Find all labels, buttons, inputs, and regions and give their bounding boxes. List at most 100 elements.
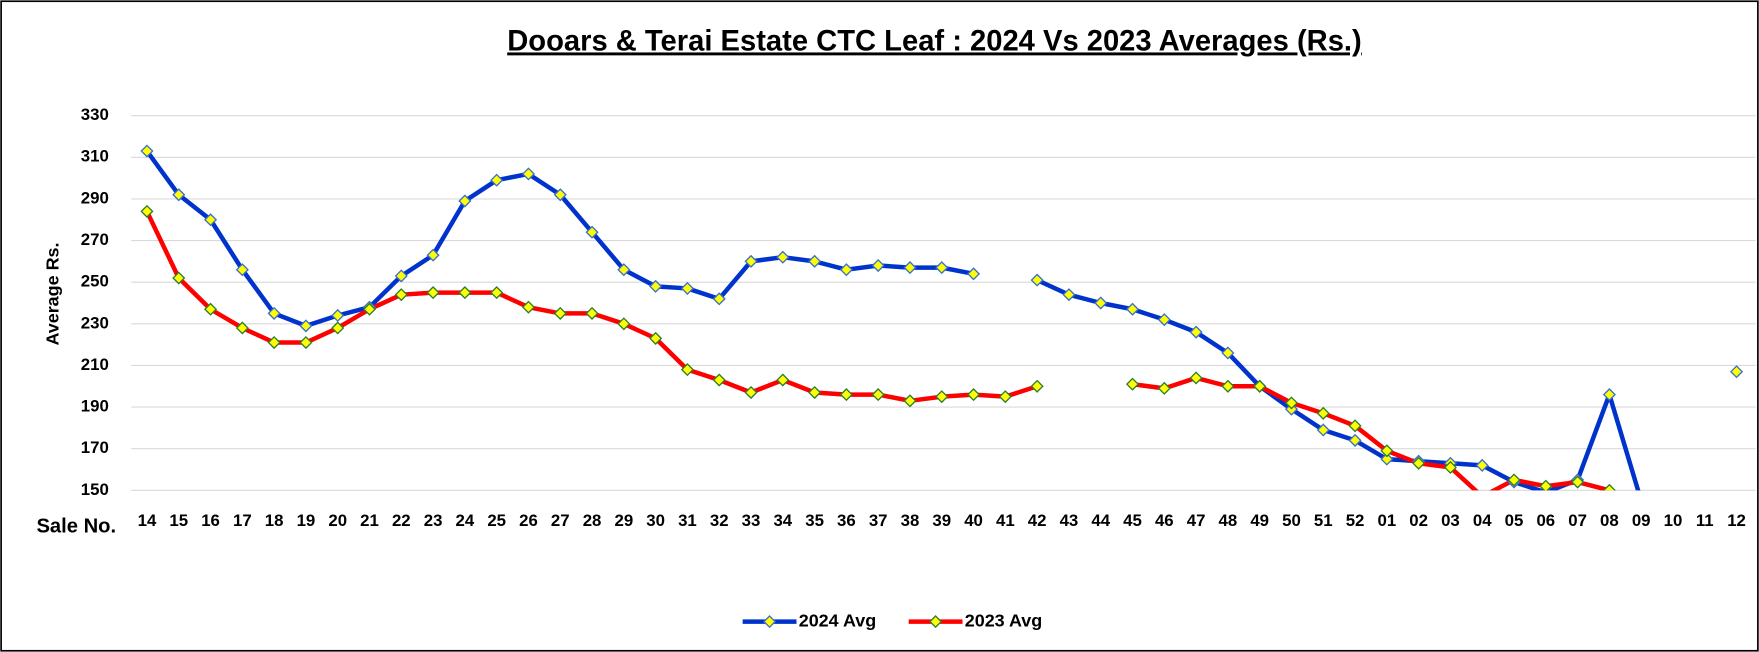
- marker: [521, 167, 536, 181]
- marker: [998, 390, 1012, 404]
- x-tick-label: 19: [297, 511, 316, 530]
- x-tick-label: 03: [1441, 511, 1460, 530]
- x-tick-label: 01: [1377, 511, 1396, 530]
- marker: [680, 281, 694, 295]
- marker: [1221, 379, 1235, 393]
- marker: [394, 269, 408, 283]
- x-tick-label: 29: [614, 511, 633, 530]
- marker: [585, 306, 599, 320]
- x-tick-label: 41: [996, 511, 1015, 530]
- marker: [1507, 473, 1521, 487]
- marker: [808, 254, 822, 268]
- marker: [426, 286, 440, 300]
- x-tick-label: 42: [1028, 511, 1047, 530]
- marker: [1602, 483, 1616, 491]
- marker: [1189, 325, 1203, 339]
- y-tick-label: 330: [81, 105, 109, 124]
- marker: [1125, 302, 1140, 316]
- marker: [1125, 377, 1140, 391]
- marker: [490, 286, 504, 300]
- x-tick-label: 31: [678, 511, 697, 530]
- x-tick-label: 23: [424, 511, 443, 530]
- x-tick-label: 08: [1600, 511, 1619, 530]
- x-tick-label: 40: [964, 511, 983, 530]
- y-tick-label: 310: [81, 147, 109, 166]
- marker: [140, 204, 154, 218]
- marker: [362, 302, 377, 316]
- marker: [871, 388, 885, 402]
- x-tick-label: 09: [1632, 511, 1651, 530]
- marker: [1380, 452, 1394, 466]
- marker: [903, 261, 917, 275]
- y-tick-label: 230: [81, 313, 109, 332]
- x-tick-label: 18: [265, 511, 284, 530]
- x-tick-label: 34: [773, 511, 792, 530]
- marker: [776, 250, 790, 264]
- x-tick-label: 26: [519, 511, 538, 530]
- x-tick-label: 50: [1282, 511, 1301, 530]
- marker: [1348, 419, 1362, 433]
- marker: [267, 306, 281, 320]
- marker: [553, 306, 567, 320]
- marker: [235, 263, 249, 277]
- marker: [1730, 365, 1744, 379]
- marker: [744, 385, 758, 400]
- y-tick-label: 250: [81, 272, 109, 291]
- marker: [426, 248, 440, 262]
- marker: [1157, 381, 1171, 395]
- x-tick-label: 27: [551, 511, 570, 530]
- marker: [299, 319, 313, 333]
- x-tick-label: 37: [869, 511, 888, 530]
- marker: [712, 292, 726, 306]
- marker: [1380, 444, 1394, 458]
- marker: [458, 286, 472, 300]
- x-tick-label: 11: [1696, 511, 1714, 530]
- marker: [680, 363, 694, 377]
- x-tick-label: 21: [360, 511, 379, 530]
- marker: [1253, 379, 1267, 393]
- legend-label: 2024 Avg: [799, 610, 876, 630]
- legend-marker: [763, 615, 777, 629]
- x-tick-label: 46: [1155, 511, 1174, 530]
- marker: [712, 373, 726, 387]
- chart-title: Dooars & Terai Estate CTC Leaf : 2024 Vs…: [507, 25, 1362, 57]
- marker: [1030, 273, 1044, 287]
- y-tick-label: 210: [81, 355, 109, 374]
- x-tick-label: 51: [1314, 511, 1333, 530]
- marker: [1571, 475, 1585, 489]
- x-tick-label: 14: [138, 511, 157, 530]
- marker: [1539, 479, 1553, 491]
- marker: [1475, 458, 1489, 472]
- marker: [1284, 396, 1299, 410]
- x-tick-label: 22: [392, 511, 411, 530]
- marker: [458, 194, 472, 208]
- x-tick-label: 17: [233, 511, 252, 530]
- marker: [1316, 406, 1330, 420]
- marker: [617, 317, 631, 331]
- legend-marker: [929, 615, 943, 629]
- x-tick-label: 20: [328, 511, 347, 530]
- x-tick-label: 05: [1505, 511, 1524, 530]
- marker: [1157, 313, 1171, 327]
- y-axis-label: Average Rs.: [43, 243, 63, 346]
- marker: [966, 388, 981, 402]
- marker: [172, 188, 186, 202]
- marker: [808, 385, 822, 400]
- marker: [1602, 388, 1616, 402]
- marker: [839, 388, 853, 402]
- x-tick-label: 35: [805, 511, 824, 530]
- marker: [617, 263, 631, 277]
- x-tick-label: 02: [1409, 511, 1428, 530]
- x-tick-label: 15: [169, 511, 188, 530]
- marker: [140, 144, 154, 158]
- y-tick-label: 290: [81, 188, 109, 207]
- marker: [1443, 460, 1457, 475]
- x-axis-label: Sale No.: [36, 516, 116, 538]
- marker: [267, 335, 281, 350]
- marker: [553, 188, 567, 202]
- marker: [903, 394, 917, 408]
- marker: [299, 335, 313, 350]
- x-tick-label: 33: [742, 511, 761, 530]
- x-tick-label: 47: [1187, 511, 1206, 530]
